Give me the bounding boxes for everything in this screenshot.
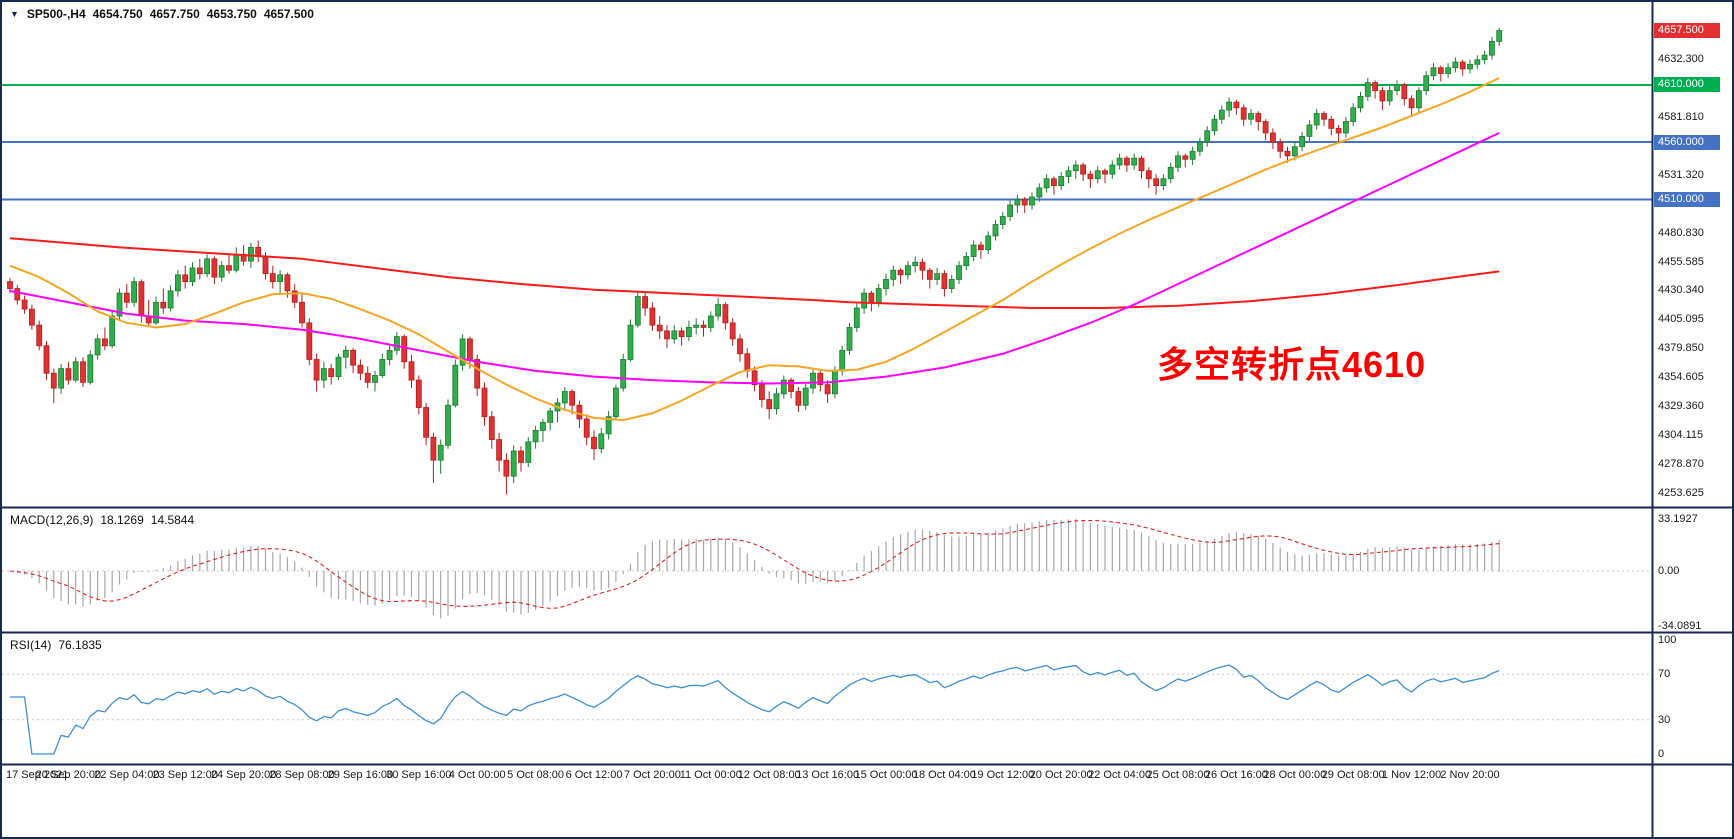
rsi-indicator-label: RSI(14) 76.1835 (10, 638, 102, 652)
time-axis-label: 5 Oct 08:00 (507, 769, 565, 781)
macd-axis-label: 33.1927 (1658, 513, 1698, 525)
time-axis-label: 6 Oct 12:00 (565, 769, 623, 781)
macd-signal-line (9, 519, 1500, 609)
time-axis-label: 29 Sep 16:00 (327, 769, 394, 781)
quote-close: 4657.500 (263, 7, 314, 21)
price-axis-label: 4278.870 (1658, 457, 1704, 470)
price-axis-label: 4581.810 (1658, 111, 1704, 124)
time-axis[interactable]: 17 Sep 2021 20 Sep 20:00 22 Sep 04:00 23 Se… (2, 766, 1652, 790)
price-axis-label: 4405.095 (1658, 313, 1704, 326)
symbol-period-label: SP500-,H4 (26, 7, 86, 21)
rsi-line (10, 664, 1500, 755)
price-axis-label: 4632.300 (1658, 53, 1704, 66)
macd-name: MACD(12,26,9) (10, 513, 94, 527)
time-axis-label: 12 Oct 08:00 (737, 769, 801, 781)
symbol-header: ▼ SP500-,H4 4654.750 4657.750 4653.750 4… (10, 7, 314, 21)
time-axis-label: 20 Sep 20:00 (35, 769, 102, 781)
quote-open: 4654.750 (92, 7, 143, 21)
time-axis-label: 17 Sep 2021 (6, 769, 69, 781)
moving-average-layer (9, 77, 1500, 422)
time-axis-label: 11 Oct 00:00 (679, 769, 742, 781)
quote-low: 4653.750 (206, 7, 257, 21)
rsi-axis-label: 30 (1658, 713, 1671, 726)
price-axis-label: 4430.340 (1658, 284, 1704, 297)
time-axis-label: 25 Oct 08:00 (1146, 769, 1210, 781)
rsi-name: RSI(14) (10, 638, 52, 652)
time-axis-label: 22 Sep 04:00 (94, 769, 160, 781)
price-axis-label: 4480.830 (1658, 226, 1704, 239)
time-axis-label: 20 Oct 20:00 (1029, 769, 1093, 781)
time-axis-label: 2 Nov 20:00 (1440, 769, 1500, 781)
time-axis-label: 23 Sep 12:00 (152, 769, 218, 781)
price-badge: 4610.000 (1654, 77, 1720, 93)
time-axis-label: 22 Oct 04:00 (1088, 769, 1152, 781)
time-axis-label: 24 Sep 20:00 (210, 769, 277, 781)
time-axis-label: 13 Oct 16:00 (796, 769, 860, 781)
macd-axis-label: -34.0891 (1658, 620, 1702, 632)
time-axis-label: 26 Oct 16:00 (1204, 769, 1268, 781)
time-axis-label: 28 Sep 08:00 (269, 769, 335, 781)
chart-annotation-text: 多空转折点4610 (1157, 344, 1427, 385)
price-axis[interactable]: 4632.3004607.0554581.8104556.5654531.320… (1654, 2, 1732, 837)
price-axis-label: 4455.585 (1658, 255, 1704, 268)
rsi-value: 76.1835 (58, 638, 102, 652)
time-axis-label: 1 Nov 12:00 (1381, 769, 1442, 781)
time-axis-label: 28 Oct 00:00 (1263, 769, 1327, 781)
ma-slow-red (9, 237, 1500, 309)
candles-layer (7, 27, 1503, 495)
time-axis-label: 7 Oct 20:00 (623, 769, 681, 781)
macd-main-value: 18.1269 (100, 513, 144, 527)
time-axis-label: 29 Oct 08:00 (1321, 769, 1385, 781)
quote-high: 4657.750 (149, 7, 200, 21)
price-axis-label: 4354.605 (1658, 371, 1704, 384)
macd-axis-label: 0.00 (1658, 565, 1680, 577)
macd-signal-value: 14.5844 (150, 513, 195, 527)
macd-histogram-layer (16, 519, 1500, 619)
price-axis-label: 4304.115 (1658, 428, 1704, 441)
triangle-down-icon: ▼ (10, 9, 19, 19)
macd-indicator-label: MACD(12,26,9) 18.1269 14.5844 (10, 513, 194, 527)
price-badge: 4510.000 (1654, 191, 1720, 207)
price-axis-label: 4531.320 (1658, 168, 1704, 181)
price-axis-label: 4329.360 (1658, 399, 1704, 412)
time-axis-label: 30 Sep 16:00 (386, 769, 452, 781)
rsi-axis-label: 70 (1658, 668, 1671, 681)
ma-medium-magenta (9, 132, 1500, 385)
price-badge: 4657.500 (1654, 23, 1720, 39)
rsi-axis-label: 0 (1658, 748, 1665, 760)
price-axis-label: 4253.625 (1658, 486, 1704, 499)
time-axis-label: 4 Oct 00:00 (448, 769, 506, 781)
rsi-axis-label: 100 (1658, 634, 1677, 646)
ma-fast-orange (9, 77, 1500, 422)
price-axis-label: 4379.850 (1658, 342, 1704, 355)
time-axis-label: 15 Oct 00:00 (854, 769, 918, 781)
price-badge: 4560.000 (1654, 134, 1720, 150)
time-axis-label: 18 Oct 04:00 (912, 769, 976, 781)
time-axis-label: 19 Oct 12:00 (971, 769, 1035, 781)
